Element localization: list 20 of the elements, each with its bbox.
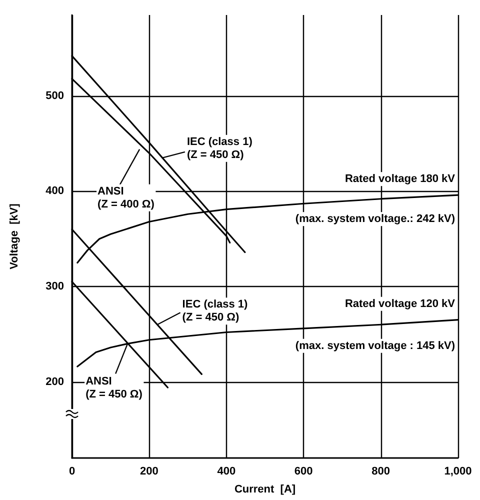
x-tick-label: 0 xyxy=(68,466,76,478)
annotation: (max. system voltage : 145 kV) xyxy=(295,340,456,352)
annotation: ANSI (Z = 400 Ω) xyxy=(98,185,155,210)
x-tick-label: 600 xyxy=(294,466,313,478)
annotation: Rated voltage 180 kV xyxy=(344,173,456,186)
y-tick-label: 500 xyxy=(46,90,64,102)
annotation: IEC (class 1) (Z = 450 Ω) xyxy=(186,136,253,161)
annotation: ANSI (Z = 450 Ω) xyxy=(86,376,143,401)
x-tick-label: 200 xyxy=(140,466,158,478)
y-tick-label: 300 xyxy=(46,280,64,293)
x-axis-title: Current [A] xyxy=(234,484,296,496)
y-tick-label: 400 xyxy=(46,185,64,198)
y-tick-label: 200 xyxy=(46,376,64,388)
x-tick-label: 800 xyxy=(372,466,390,478)
x-tick-label: 1,000 xyxy=(444,466,472,478)
annotation: IEC (class 1) (Z = 450 Ω) xyxy=(182,298,248,324)
annotation: Rated voltage 120 kV xyxy=(344,298,456,310)
annotation: (max. system voltage.: 242 kV) xyxy=(295,213,456,226)
y-axis-title: Voltage [kV] xyxy=(8,203,20,270)
x-tick-label: 400 xyxy=(217,466,236,478)
